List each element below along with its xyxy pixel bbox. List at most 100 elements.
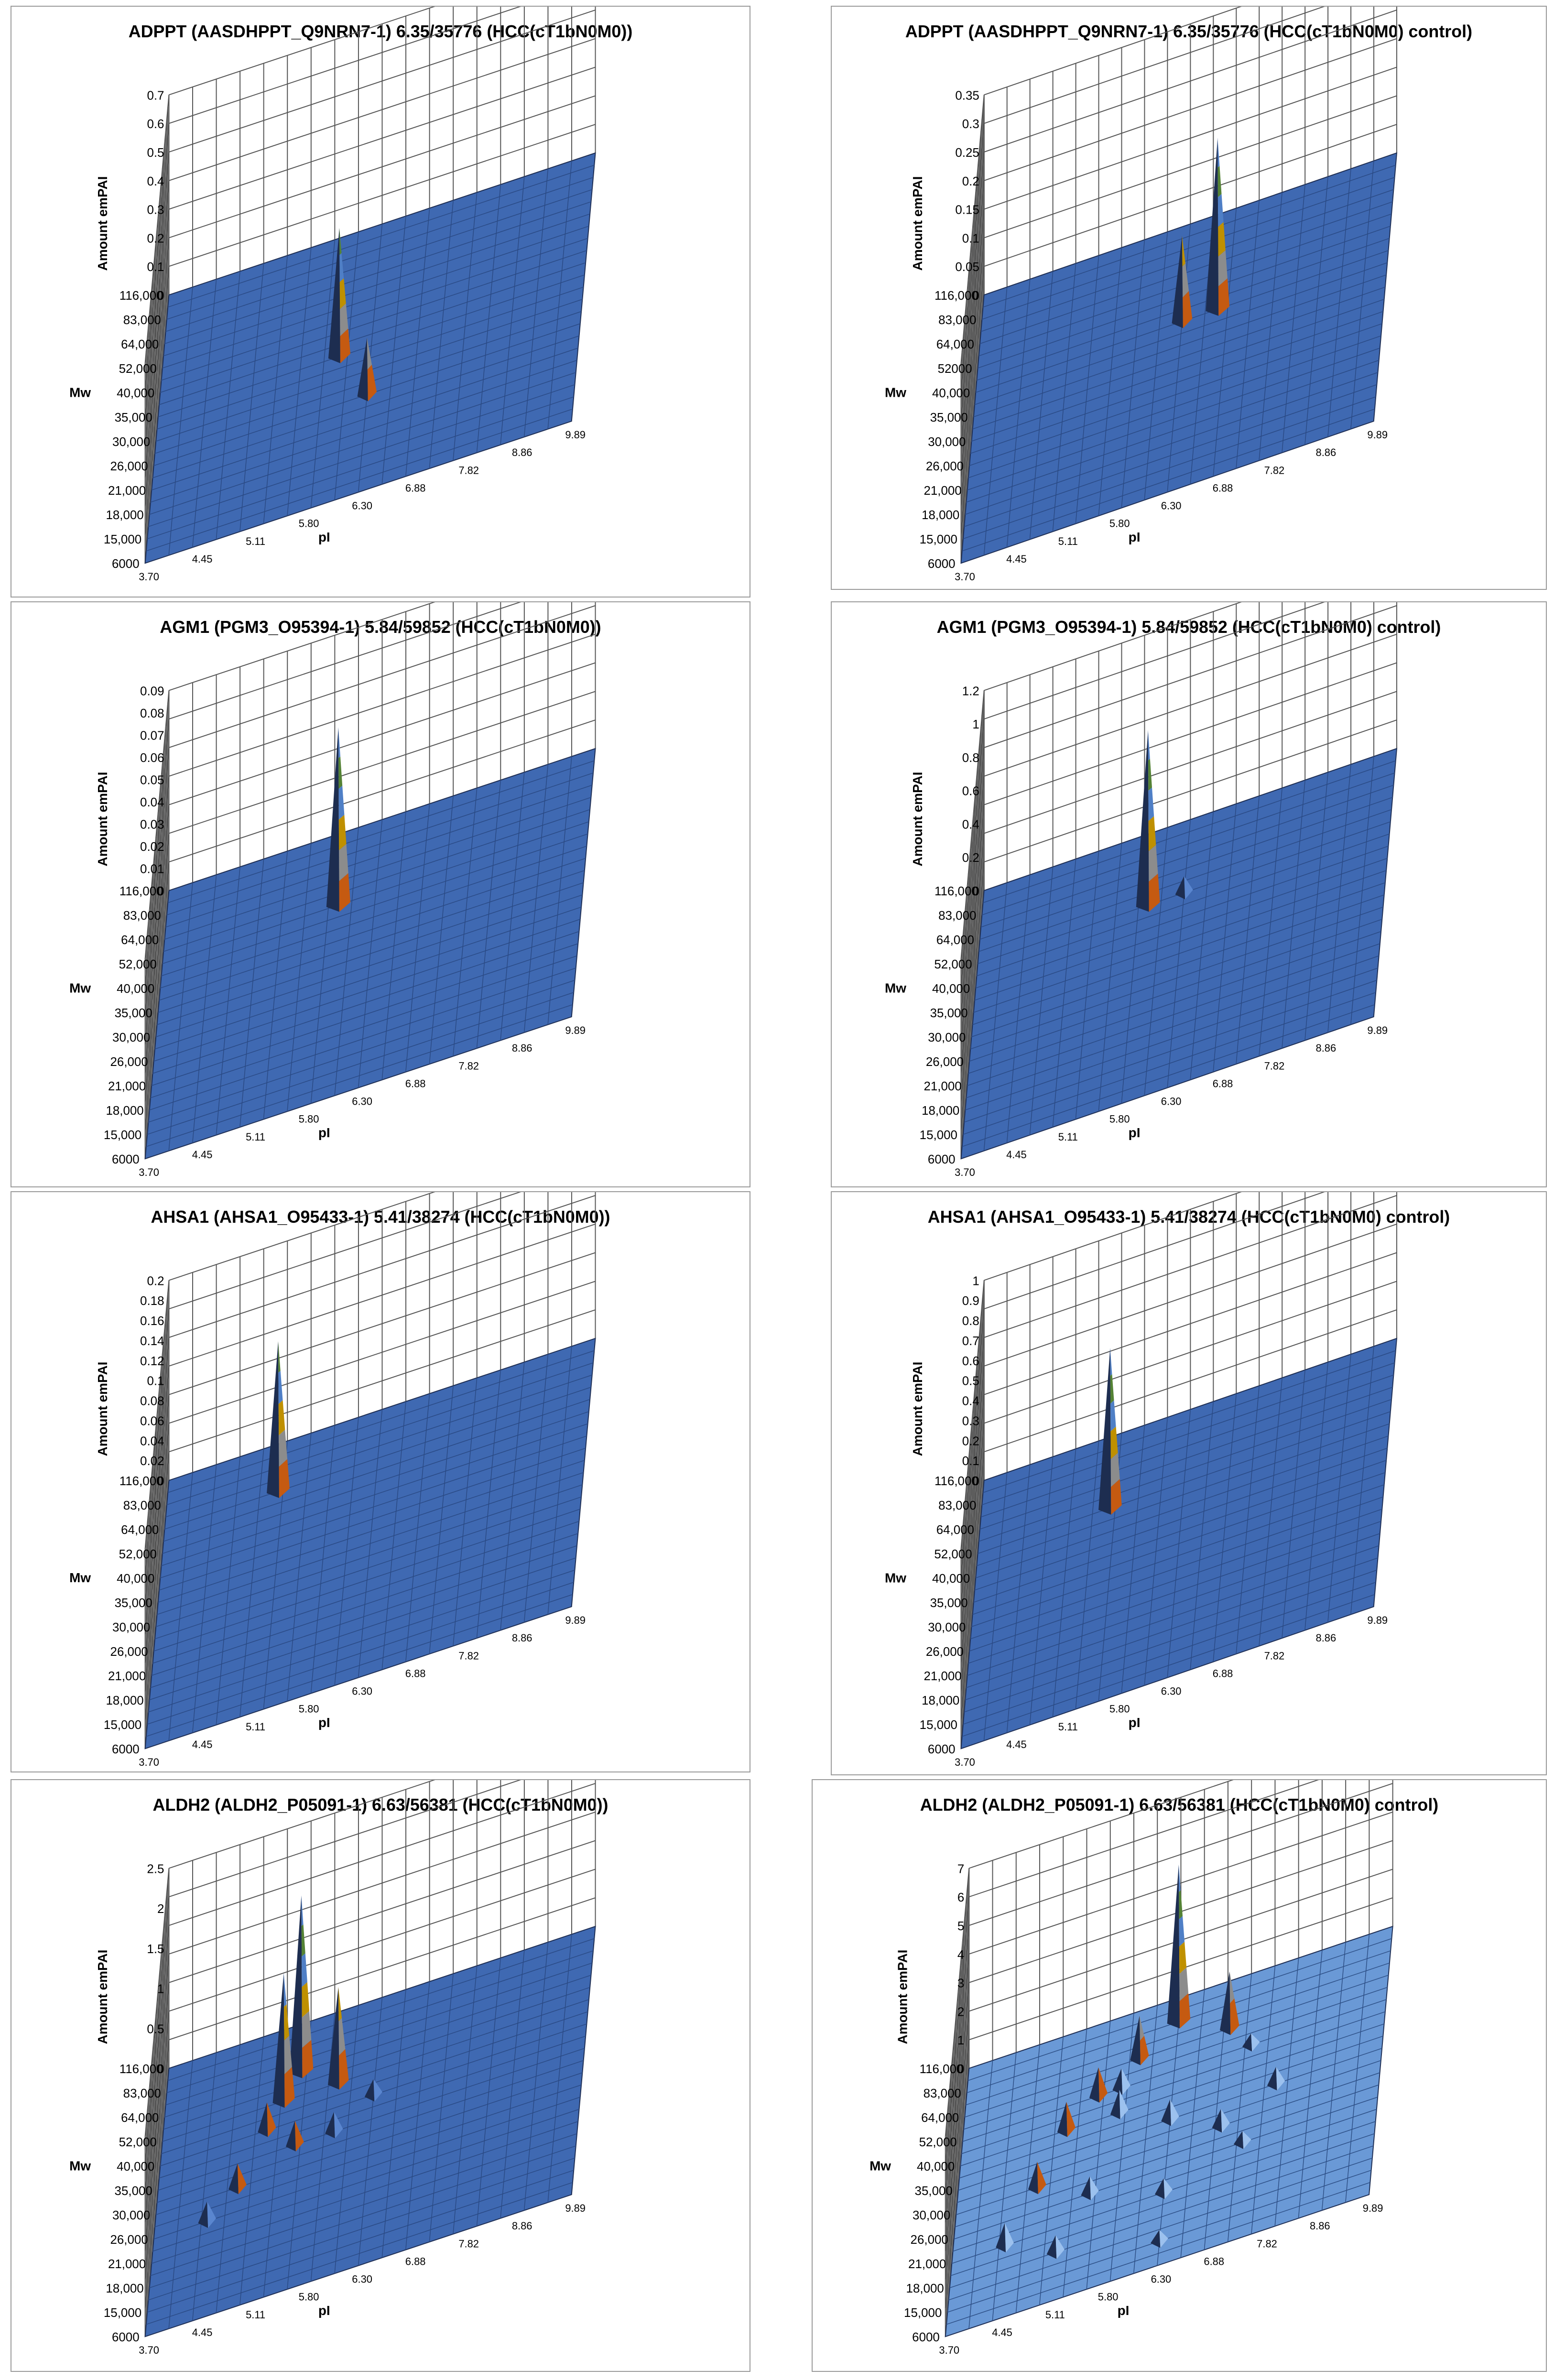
mw-tick-label: 21,000: [908, 2258, 946, 2271]
chart-title: ADPPT (AASDHPPT_Q9NRN7-1) 6.35/35776 (HC…: [905, 22, 1472, 41]
chart-panel-6: AHSA1 (AHSA1_O95433-1) 5.41/38274 (HCC(c…: [831, 1191, 1547, 1775]
mw-axis-label: Mw: [885, 1570, 906, 1585]
peak: [1212, 2108, 1230, 2133]
z-tick-label: 0: [157, 2063, 164, 2076]
z-tick-label: 0.08: [140, 707, 164, 720]
plot-area: 0 0.5 1 1.5 2 2.5 Amount emPAI 6000 15,000 18,000…: [69, 1780, 596, 2356]
pi-axis-label: pI: [1129, 1125, 1141, 1140]
pi-tick-label: 8.86: [1310, 2220, 1330, 2232]
z-tick-label: 0.04: [140, 1435, 164, 1448]
pi-tick-label: 5.80: [299, 2291, 319, 2303]
mw-tick-label: 40,000: [117, 1572, 154, 1586]
pi-tick-label: 5.80: [1109, 1113, 1130, 1125]
chart-svg-2: ADPPT (AASDHPPT_Q9NRN7-1) 6.35/35776 (HC…: [885, 7, 1472, 583]
pi-tick-label: 8.86: [512, 2220, 532, 2232]
z-tick-label: 0.16: [140, 1315, 164, 1328]
chart-title: ADPPT (AASDHPPT_Q9NRN7-1) 6.35/35776 (HC…: [129, 22, 633, 41]
mw-tick-label: 30,000: [112, 435, 150, 449]
chart-title: ALDH2 (ALDH2_P05091-1) 6.63/56381 (HCC(c…: [920, 1795, 1439, 1815]
pi-axis: 3.70 4.45 5.11 5.80 6.30 6.88 7.82 8.86 9.89: [139, 1614, 586, 1768]
pi-axis-label: pI: [318, 1125, 330, 1140]
mw-tick-label: 35,000: [915, 2184, 953, 2198]
pi-tick-label: 7.82: [458, 2238, 479, 2250]
mw-tick-label: 18,000: [106, 2282, 143, 2295]
pi-tick-label: 5.11: [1058, 1721, 1078, 1733]
pi-tick-label: 9.89: [565, 2202, 586, 2214]
z-tick-label: 2: [157, 1902, 164, 1916]
pi-tick-label: 6.88: [405, 1667, 426, 1679]
pi-tick-label: 3.70: [955, 571, 975, 583]
mw-tick-label: 40,000: [932, 982, 970, 996]
z-tick-label: 0.4: [962, 818, 979, 831]
z-tick-label: 0.8: [962, 751, 979, 765]
mw-tick-label: 18,000: [106, 1104, 143, 1118]
peak: [328, 1987, 349, 2090]
z-tick-label: 0.4: [147, 175, 164, 188]
mw-tick-label: 6000: [112, 557, 140, 571]
mw-tick-label: 52,000: [119, 1548, 157, 1561]
mw-tick-label: 116,000: [120, 289, 163, 303]
z-tick-label: 5: [957, 1920, 964, 1933]
peak: [289, 1895, 314, 2078]
pi-tick-label: 9.89: [1363, 2202, 1383, 2214]
z-tick-label: 0: [957, 2063, 964, 2076]
mw-tick-label: 116,000: [120, 2063, 163, 2076]
chart-title: AHSA1 (AHSA1_O95433-1) 5.41/38274 (HCC(c…: [151, 1207, 610, 1227]
z-tick-label: 0.5: [147, 146, 164, 160]
mw-tick-label: 30,000: [913, 2209, 950, 2222]
z-tick-label: 0: [972, 885, 979, 898]
z-tick-label: 0.09: [140, 685, 164, 698]
plot-area: 0 0.01 0.02 0.03 0.04 0.05 0.06 0.07 0.08 0.09 Amo…: [69, 602, 596, 1178]
z-tick-label: 0.6: [147, 118, 164, 131]
chart-title: AGM1 (PGM3_O95394-1) 5.84/59852 (HCC(cT1…: [937, 618, 1441, 637]
pi-tick-label: 9.89: [565, 429, 586, 441]
z-axis-label: Amount emPAI: [95, 1950, 110, 2044]
z-tick-label: 0.2: [147, 1274, 164, 1288]
z-tick-label: 0.2: [962, 851, 979, 865]
mw-tick-label: 40,000: [917, 2160, 955, 2174]
z-tick-label: 0.3: [147, 204, 164, 217]
mw-tick-label: 18,000: [106, 1694, 143, 1707]
mw-axis-label: Mw: [69, 980, 91, 995]
peak: [1057, 2102, 1076, 2137]
peak: [258, 2102, 276, 2137]
mw-tick-label: 64,000: [121, 934, 159, 947]
z-tick-label: 0.02: [140, 840, 164, 854]
peak: [272, 1973, 295, 2108]
mw-axis: 6000 15,000 18,000 21,000 26,000 30,000 35,000…: [104, 289, 163, 571]
mw-tick-label: 21,000: [108, 2258, 146, 2271]
peak: [1220, 1971, 1239, 2035]
pi-tick-label: 6.88: [1213, 482, 1233, 494]
back-wall-left: [144, 95, 170, 564]
mw-tick-label: 40,000: [932, 1572, 970, 1586]
mw-tick-label: 35,000: [930, 1597, 968, 1610]
pi-tick-label: 9.89: [565, 1024, 586, 1036]
back-wall-right: [168, 1192, 596, 1481]
mw-tick-label: 52,000: [934, 1548, 972, 1561]
peak: [1151, 2229, 1168, 2248]
mw-tick-label: 18,000: [922, 1694, 959, 1707]
plot-area: 0 0.2 0.4 0.6 0.8 1 1.2 Amount emPAI 6000 15,000 1…: [885, 602, 1398, 1178]
pi-tick-label: 6.88: [1213, 1077, 1233, 1089]
peak: [1081, 2176, 1099, 2200]
z-tick-label: 0.06: [140, 751, 164, 765]
mw-tick-label: 6000: [112, 2331, 140, 2344]
pi-tick-label: 8.86: [1316, 1632, 1337, 1644]
pi-tick-label: 7.82: [1264, 464, 1285, 476]
plot-area: 0 0.1 0.2 0.3 0.4 0.5 0.6 0.7 0.8 0.9 1 Amount emPA…: [885, 1192, 1398, 1768]
pi-tick-label: 6.88: [405, 1077, 426, 1089]
z-axis: 0 1 2 3 4 5 6 7: [957, 1862, 964, 2076]
back-wall-right: [983, 1192, 1398, 1481]
pi-tick-label: 5.11: [246, 1131, 265, 1143]
pi-tick-label: 3.70: [139, 1166, 159, 1178]
pi-tick-label: 4.45: [192, 1149, 213, 1161]
pi-tick-label: 6.30: [1161, 1096, 1182, 1108]
z-tick-label: 0.2: [962, 1435, 979, 1448]
plot-area: 0 0.1 0.2 0.3 0.4 0.5 0.6 0.7 Amount emPAI 6000 15…: [69, 7, 596, 583]
z-axis-label: Amount emPAI: [95, 1362, 110, 1456]
mw-tick-label: 83,000: [123, 314, 161, 327]
z-tick-label: 0.1: [147, 1375, 164, 1388]
mw-axis: 6000 15,000 18,000 21,000 26,000 30,000 35,000…: [920, 1475, 978, 1756]
pi-tick-label: 6.30: [352, 500, 372, 512]
peak: [328, 228, 350, 363]
